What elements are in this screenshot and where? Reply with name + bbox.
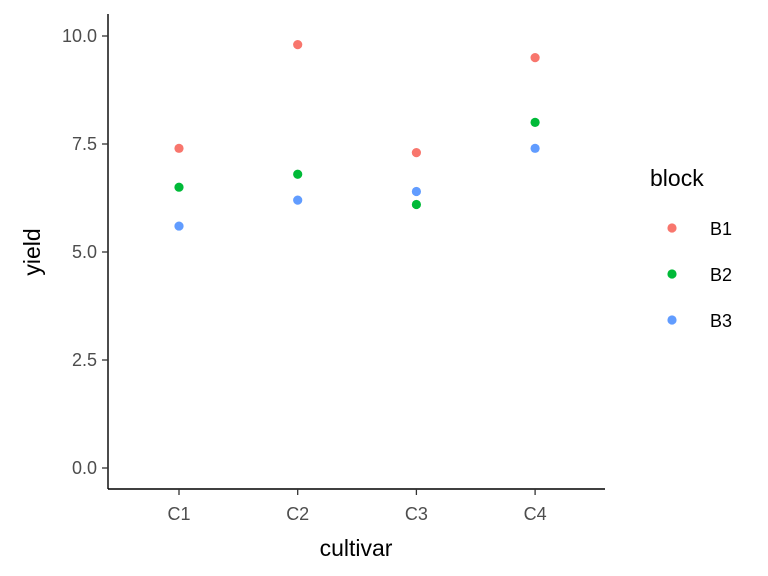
data-point-b3-c4 (530, 143, 540, 153)
x-axis-title: cultivar (320, 535, 393, 561)
y-tick-label: 5.0 (72, 242, 97, 262)
legend-label-b1: B1 (710, 219, 732, 239)
points-layer (174, 40, 540, 231)
data-point-b3-c1 (174, 221, 184, 231)
x-tick-label: C3 (405, 504, 428, 524)
data-point-b2-c2 (293, 169, 303, 179)
legend-label-b3: B3 (710, 311, 732, 331)
legend-label-b2: B2 (710, 265, 732, 285)
data-point-b1-c4 (530, 53, 540, 63)
plot-panel: 0.0 2.5 5.0 7.5 10.0 C1 C2 C3 C4 (62, 14, 605, 524)
y-axis-ticks: 0.0 2.5 5.0 7.5 10.0 (62, 26, 108, 478)
data-point-b2-c3 (411, 199, 421, 210)
legend-items: B1 B2 B3 (667, 219, 732, 331)
legend: block B1 B2 B3 (650, 165, 732, 331)
data-point-b1-c1 (174, 143, 184, 153)
y-axis-title: yield (19, 228, 45, 275)
y-tick-label: 0.0 (72, 458, 97, 478)
x-tick-label: C4 (524, 504, 547, 524)
x-axis-ticks: C1 C2 C3 C4 (167, 489, 547, 524)
y-tick-label: 10.0 (62, 26, 97, 46)
legend-key-b2 (667, 269, 677, 279)
data-point-b1-c2 (293, 40, 303, 50)
data-point-b2-c1 (174, 182, 184, 192)
legend-key-b1 (667, 223, 677, 233)
y-tick-label: 2.5 (72, 350, 97, 370)
data-point-b2-c4 (530, 117, 540, 127)
data-point-b1-c3 (411, 148, 421, 158)
data-point-b3-c2 (293, 195, 303, 205)
x-tick-label: C2 (286, 504, 309, 524)
y-tick-label: 7.5 (72, 134, 97, 154)
x-tick-label: C1 (167, 504, 190, 524)
legend-key-b3 (667, 315, 677, 325)
legend-title: block (650, 165, 704, 191)
data-point-b3-c3 (411, 186, 421, 197)
